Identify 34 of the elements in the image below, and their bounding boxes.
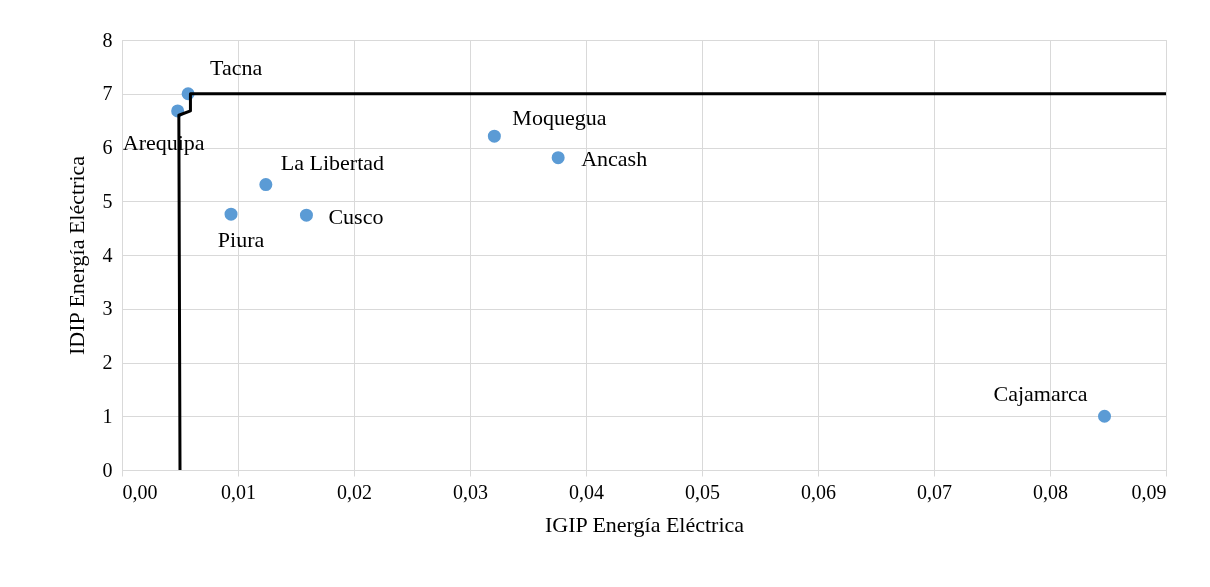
point [551,151,565,165]
annotation: Piura [217,227,265,253]
annotation: Cajamarca [993,381,1088,407]
x-tick-label: 0,00 [122,480,158,503]
point [487,129,501,143]
x-tick-label: 0,03 [453,480,488,503]
x-tick-label: 0,04 [569,480,604,503]
point [259,178,273,192]
x-tick-label: 0,06 [801,480,836,503]
x-tick-label: 0,02 [337,480,372,503]
annotation: Moquegua [512,105,607,131]
point [1098,409,1112,423]
y-tick-label: 5 [102,189,113,212]
annotation: La Libertad [280,149,385,175]
x-tick-label: 0,08 [1033,480,1068,503]
y-tick-label: 6 [102,136,113,158]
annotation: Ancash [581,145,648,171]
x-tick-label: 0,01 [221,480,256,503]
y-tick-label: 7 [102,82,113,105]
y-tick-label: 8 [102,28,113,51]
x-tick-label: 0,09 [1131,480,1167,503]
y-tick-label: 3 [102,297,113,320]
y-tick-label: 4 [102,243,113,266]
x-tick-label: 0,07 [917,480,952,503]
x-axis-title: IGIP Energía Eléctrica [544,511,745,537]
annotation: Cusco [328,204,384,230]
point [224,207,238,221]
y-tick-label: 2 [102,351,113,373]
x-tick-label: 0,05 [685,480,720,503]
y-axis-title: IDIP Energía Eléctrica [63,155,89,356]
y-tick-label: 0 [102,458,113,481]
y-tick-label: 1 [102,404,113,427]
annotation: Tacna [210,54,263,80]
point [299,208,313,222]
